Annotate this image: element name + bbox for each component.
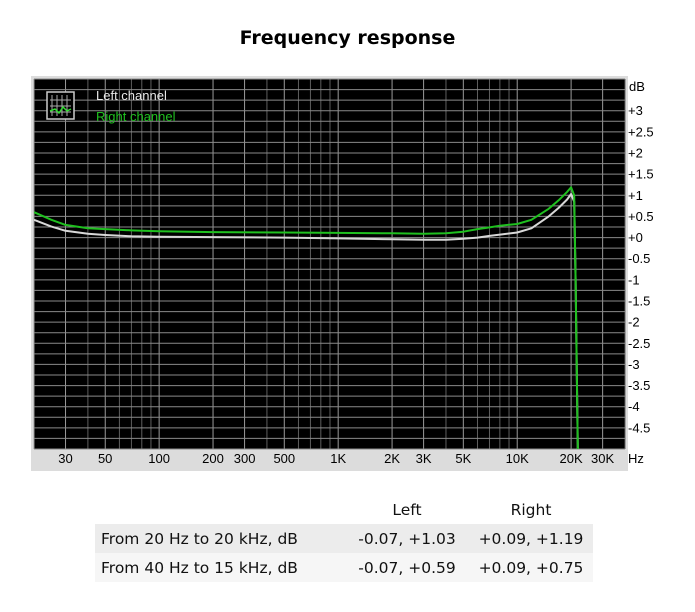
table-header-row: Left Right: [95, 495, 593, 524]
x-tick-label: 2K: [384, 451, 400, 466]
x-tick-label: 3K: [416, 451, 432, 466]
x-tick-label: 100: [148, 451, 170, 466]
legend: Left channel Right channel: [46, 88, 176, 124]
table-header-empty: [95, 495, 345, 524]
x-tick-label: 30: [58, 451, 72, 466]
grid-lines: [33, 78, 626, 450]
y-unit-label: dB: [629, 79, 645, 94]
y-tick-label: +2: [628, 146, 643, 161]
series-layer: [34, 186, 579, 449]
table-cell: From 20 Hz to 20 kHz, dB: [95, 524, 345, 553]
table-cell: +0.09, +0.75: [469, 553, 593, 582]
legend-left-channel: Left channel: [96, 88, 167, 103]
y-tick-labels: +3 +2.5 +2 +1.5 +1 +0.5 +0 -0.5 -1 -1.5 -2 -2.5 -3 -3…: [628, 103, 654, 435]
table-cell: From 40 Hz to 15 kHz, dB: [95, 553, 345, 582]
x-tick-label: 20K: [560, 451, 583, 466]
chart-title: Frequency response: [239, 27, 456, 49]
y-tick-label: -4.5: [628, 420, 650, 435]
x-tick-labels: 30 50 100 200 300 500 1K 2K 3K 5K 10K 20K 30K: [58, 451, 614, 466]
y-tick-label: -2: [628, 315, 640, 330]
summary-table: Left Right From 20 Hz to 20 kHz, dB -0.0…: [95, 495, 593, 582]
table-header-right: Right: [469, 495, 593, 524]
x-tick-label: 500: [273, 451, 295, 466]
x-tick-label: 10K: [506, 451, 529, 466]
legend-right-channel: Right channel: [96, 109, 176, 124]
y-tick-label: -2.5: [628, 336, 650, 351]
y-tick-label: -0.5: [628, 251, 650, 266]
x-tick-label: 300: [234, 451, 256, 466]
x-unit-label: Hz: [628, 451, 644, 466]
y-tick-label: -3: [628, 357, 640, 372]
x-tick-label: 30K: [591, 451, 614, 466]
y-tick-label: +0.5: [628, 209, 654, 224]
x-tick-label: 1K: [330, 451, 346, 466]
y-tick-label: +1.5: [628, 167, 654, 182]
y-tick-label: +0: [628, 230, 643, 245]
y-tick-label: -1: [628, 272, 640, 287]
y-tick-label: -4: [628, 399, 640, 414]
y-tick-label: -3.5: [628, 378, 650, 393]
table-cell: -0.07, +0.59: [345, 553, 469, 582]
y-tick-label: +1: [628, 188, 643, 203]
y-tick-label: +3: [628, 103, 643, 118]
frequency-response-chart: Left channel Right channel +3+2.5+2+1.5+…: [31, 76, 654, 471]
table-header-left: Left: [345, 495, 469, 524]
x-tick-label: 200: [202, 451, 224, 466]
table-row: From 20 Hz to 20 kHz, dB -0.07, +1.03 +0…: [95, 524, 593, 553]
table-cell: -0.07, +1.03: [345, 524, 469, 553]
x-tick-label: 5K: [455, 451, 471, 466]
x-tick-label: 50: [98, 451, 112, 466]
table-cell: +0.09, +1.19: [469, 524, 593, 553]
table-row: From 40 Hz to 15 kHz, dB -0.07, +0.59 +0…: [95, 553, 593, 582]
y-tick-label: +2.5: [628, 124, 654, 139]
legend-icon: [46, 91, 75, 120]
series-line-right-channel: [34, 186, 579, 449]
y-tick-label: -1.5: [628, 294, 650, 309]
series-line-left-channel: [34, 193, 579, 449]
